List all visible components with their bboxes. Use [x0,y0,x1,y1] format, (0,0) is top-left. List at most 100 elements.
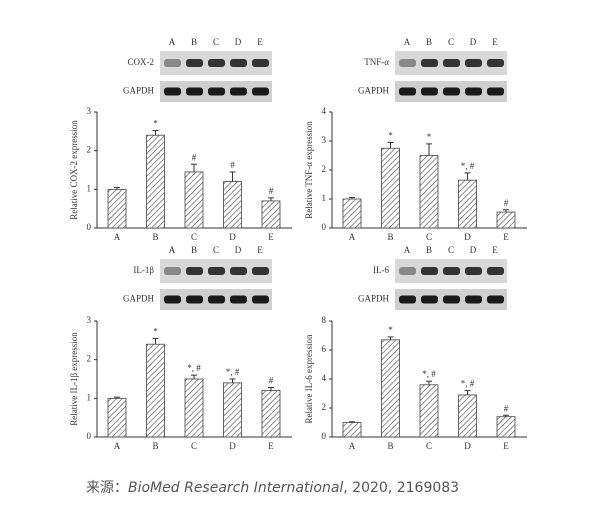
blot-band [186,59,203,67]
blot-band [164,87,181,96]
x-tick-label: A [114,232,121,242]
blot-band [208,267,225,275]
blot-lane-label: E [492,37,498,47]
significance-label: # [504,403,509,413]
blot-band [421,295,438,304]
blot-band [252,295,269,304]
blot-band [399,295,416,304]
bar [342,422,362,438]
bar [458,179,477,229]
y-tick-label: 3 [322,135,327,145]
blot-row-label: IL-6 [373,265,389,275]
bar [223,181,242,229]
bar [107,188,127,229]
y-axis-label: Relative TNF-α expression [304,121,314,219]
y-tick-label: 1 [87,392,92,402]
y-axis-label: Relative COX-2 expression [69,120,79,220]
blot-lane-label: C [213,245,219,255]
blot-lane-label: D [235,245,242,255]
blot-row-label: GAPDH [358,294,390,304]
y-tick-label: 8 [322,315,327,325]
blot-band [443,267,460,275]
blot-band [164,295,181,304]
blot-lane-label: A [169,37,176,47]
blot-lane-label: E [257,37,263,47]
blot-lane-label: B [191,37,197,47]
significance-label: # [230,160,235,170]
blot-band [230,59,247,67]
y-tick-label: 2 [87,354,92,364]
significance-label: * [388,325,393,335]
bar [146,343,165,438]
x-tick-label: B [152,232,158,242]
blot-row-label: IL-1β [133,265,154,275]
y-tick-label: 6 [322,344,327,354]
bar [381,339,400,438]
blot-band [443,295,460,304]
bar [381,147,400,229]
blot-lane-label: C [213,37,219,47]
blot-band [465,87,482,96]
significance-label: # [192,152,197,162]
significance-label: # [504,198,509,208]
caption-journal: BioMed Research International [128,480,343,496]
blot-band [421,87,438,96]
x-tick-label: D [464,232,471,242]
blot-band [208,87,225,96]
x-tick-label: D [464,441,471,451]
y-tick-label: 0 [322,431,327,441]
blot-lane-label: B [426,245,432,255]
blot-band [465,59,482,67]
y-tick-label: 0 [87,431,92,441]
blot-band [252,87,269,96]
blot-band [487,295,504,304]
x-tick-label: A [349,232,356,242]
significance-label: * [153,119,158,129]
bar [496,211,516,229]
bar [342,198,362,229]
bar [223,382,242,438]
blot-row-label: GAPDH [358,86,390,96]
x-tick-label: D [229,441,236,451]
bar [261,390,281,438]
caption-rest: , 2020, 2169083 [343,480,459,496]
bar [261,200,281,229]
x-tick-label: D [229,232,236,242]
blot-lane-label: E [492,245,498,255]
x-tick-label: E [268,232,274,242]
significance-label: # [269,376,274,386]
blot-lane-label: A [404,37,411,47]
y-tick-label: 1 [87,183,92,193]
significance-label: * [153,326,158,336]
significance-label: * [388,131,393,141]
blot-band [186,295,203,304]
blot-band [487,59,504,67]
blot-band [443,87,460,96]
x-tick-label: C [191,441,197,451]
y-tick-label: 0 [87,222,92,232]
significance-label: *, # [226,367,240,377]
x-tick-label: B [387,232,393,242]
caption: 来源：BioMed Research International, 2020, … [86,480,459,496]
blot-band [421,267,438,275]
bar [107,397,127,438]
blot-band [252,59,269,67]
y-tick-label: 2 [322,164,327,174]
significance-label: *, # [461,161,475,171]
x-tick-label: E [268,441,274,451]
significance-label: * [427,132,432,142]
significance-label: *, # [461,379,475,389]
x-tick-label: B [387,441,393,451]
significance-label: # [269,186,274,196]
y-axis-label: Relative IL-1β expression [69,332,79,426]
y-tick-label: 2 [87,145,92,155]
blot-band [164,267,181,275]
y-tick-label: 1 [322,193,327,203]
x-tick-label: C [426,441,432,451]
x-tick-label: C [426,232,432,242]
y-tick-label: 4 [322,106,327,116]
blot-band [487,267,504,275]
bar [458,394,477,438]
x-tick-label: C [191,232,197,242]
